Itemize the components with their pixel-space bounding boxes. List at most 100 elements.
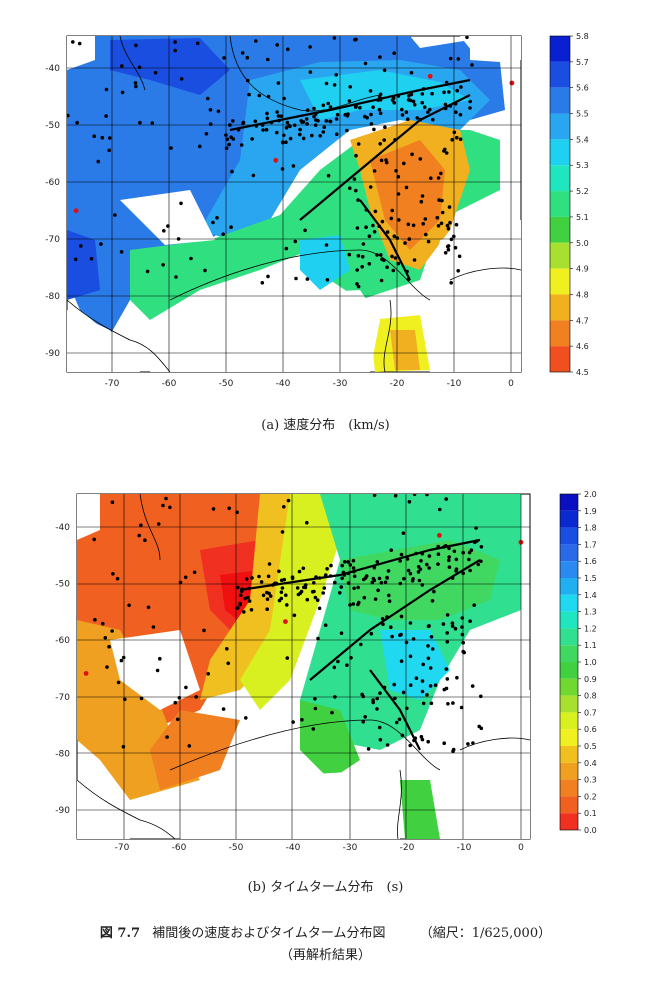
colorbar-label: 5.2 (576, 187, 589, 196)
observation-point (242, 610, 246, 614)
observation-point (354, 104, 358, 109)
observation-point (277, 598, 282, 603)
observation-point (334, 73, 339, 77)
colorbar-label: 1.9 (584, 507, 597, 516)
observation-point (454, 222, 459, 227)
figure-number: 図 7.7 (99, 926, 141, 941)
colorbar-swatch (550, 87, 570, 114)
observation-point (376, 98, 380, 102)
observation-point (372, 578, 377, 583)
colorbar-swatch (560, 813, 578, 830)
observation-point (412, 494, 417, 496)
observation-point (115, 576, 120, 581)
observation-point (203, 268, 207, 273)
observation-point (450, 137, 455, 142)
observation-point (416, 570, 421, 574)
y-tick-label: -80 (45, 292, 60, 302)
observation-point (372, 494, 377, 498)
observation-point (460, 616, 465, 620)
observation-point (239, 143, 244, 147)
observation-point (377, 107, 382, 112)
observation-point (245, 55, 250, 60)
observation-point (308, 45, 312, 49)
colorbar-swatch (560, 796, 578, 814)
observation-point (310, 590, 315, 594)
observation-point (364, 225, 368, 229)
observation-point (345, 663, 349, 667)
y-axis-ticks-b: -40 -50 -60 -70 -80 -90 (55, 523, 70, 816)
observation-point (279, 590, 284, 594)
reference-point (73, 208, 79, 214)
observation-point (456, 269, 461, 273)
observation-point (354, 188, 358, 193)
observation-point (312, 581, 316, 585)
observation-point (134, 84, 138, 89)
observation-point (227, 142, 231, 147)
observation-point (79, 244, 83, 248)
x-tick-label: -60 (172, 843, 187, 853)
observation-point (267, 562, 272, 566)
observation-point (425, 562, 429, 567)
observation-point (460, 632, 465, 637)
observation-point (257, 93, 262, 98)
observation-point (421, 87, 426, 91)
observation-point (479, 545, 484, 549)
observation-point (293, 239, 298, 244)
x-tick-label: 0 (508, 379, 514, 389)
observation-point (367, 234, 372, 238)
observation-point (354, 153, 358, 158)
observation-point (416, 565, 421, 569)
observation-point (392, 234, 397, 238)
observation-point (398, 581, 403, 586)
observation-point (451, 701, 455, 705)
observation-point (377, 224, 382, 228)
observation-point (240, 51, 245, 55)
observation-point (137, 533, 141, 538)
observation-point (236, 606, 240, 610)
observation-point (479, 559, 483, 564)
observation-point (333, 580, 337, 585)
observation-point (426, 110, 430, 114)
observation-point (92, 134, 96, 138)
observation-point (449, 281, 454, 285)
observation-point (430, 647, 435, 651)
colorbar-swatch (550, 139, 570, 166)
observation-point (121, 744, 126, 749)
colorbar-swatch (560, 544, 578, 562)
observation-point (454, 569, 458, 573)
colorbar-label: 4.5 (576, 368, 589, 377)
observation-point (264, 127, 269, 132)
observation-point (406, 277, 411, 282)
y-tick-label: -70 (55, 693, 70, 703)
observation-point (455, 88, 460, 93)
reference-point (427, 73, 433, 79)
observation-point (227, 506, 231, 511)
observation-point (246, 595, 250, 600)
observation-point (110, 629, 114, 633)
observation-point (120, 90, 125, 95)
observation-point (443, 102, 448, 107)
observation-point (442, 149, 446, 153)
colorbar-label: 5.6 (576, 84, 589, 93)
observation-point (365, 115, 369, 120)
observation-point (139, 696, 144, 701)
observation-point (451, 749, 455, 754)
observation-point (265, 597, 270, 601)
observation-point (119, 250, 124, 254)
observation-point (312, 114, 316, 119)
observation-point (396, 174, 401, 179)
observation-point (390, 208, 395, 213)
observation-point (315, 598, 320, 602)
observation-point (322, 125, 327, 129)
observation-point (426, 239, 431, 244)
observation-point (266, 94, 271, 99)
observation-point (368, 89, 373, 93)
observation-point (75, 120, 79, 125)
observation-point (100, 135, 105, 140)
observation-point (189, 256, 193, 261)
observation-point (174, 275, 178, 279)
observation-point (378, 55, 382, 59)
observation-point (418, 117, 423, 122)
observation-point (326, 101, 331, 106)
observation-point (329, 563, 333, 568)
